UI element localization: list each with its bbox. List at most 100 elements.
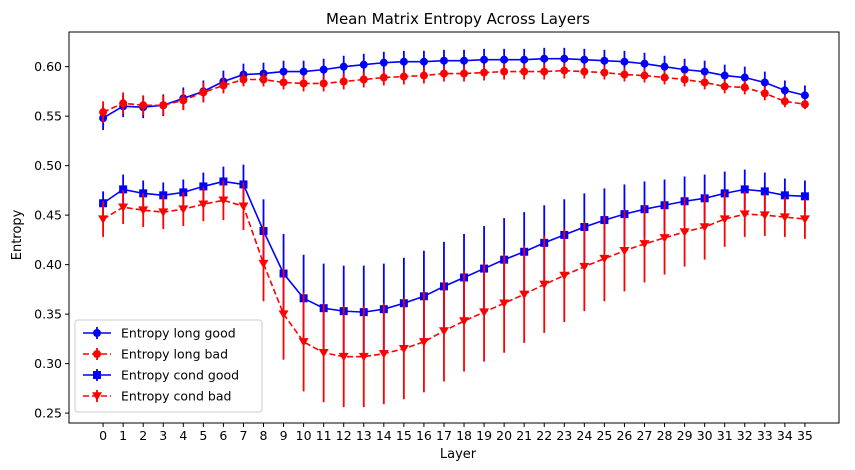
data-point: [338, 352, 349, 362]
x-tick-label: 24: [576, 428, 592, 443]
data-point: [179, 96, 188, 105]
data-point: [660, 73, 669, 82]
data-point: [439, 69, 448, 78]
series-line: [102, 199, 805, 358]
series-2: [99, 62, 809, 124]
x-tick-label: 8: [260, 428, 268, 443]
y-tick-label: 0.60: [34, 59, 62, 74]
data-point: [640, 59, 649, 68]
data-point: [619, 247, 630, 256]
x-tick-label: 7: [239, 428, 247, 443]
x-tick-label: 34: [777, 428, 793, 443]
data-point: [539, 280, 550, 290]
x-tick-label: 16: [416, 428, 432, 443]
data-point: [480, 68, 489, 77]
x-tick-label: 29: [677, 428, 693, 443]
data-point: [700, 67, 709, 76]
data-point: [780, 86, 789, 95]
legend-marker: [93, 350, 101, 358]
x-tick-label: 6: [219, 428, 227, 443]
data-point: [419, 71, 428, 80]
data-point: [159, 101, 168, 110]
x-tick-label: 0: [99, 428, 107, 443]
legend-label: Entropy long bad: [121, 347, 228, 362]
data-point: [500, 55, 509, 64]
series-line: [102, 180, 805, 313]
data-point: [780, 191, 789, 200]
series-4: [98, 180, 810, 408]
data-point: [98, 215, 109, 224]
data-point: [580, 67, 589, 76]
legend-label: Entropy cond bad: [121, 389, 231, 404]
y-tick-label: 0.50: [34, 158, 62, 173]
data-point: [579, 262, 590, 272]
data-point: [739, 210, 750, 219]
data-point: [339, 77, 348, 86]
x-tick-label: 9: [280, 428, 288, 443]
data-point: [740, 73, 749, 82]
data-point: [559, 271, 570, 281]
data-point: [419, 57, 428, 66]
data-point: [399, 72, 408, 81]
legend-label: Entropy long good: [121, 326, 236, 341]
y-tick-label: 0.45: [34, 208, 62, 223]
data-point: [399, 57, 408, 66]
data-point: [139, 101, 148, 110]
data-point: [158, 208, 169, 217]
data-point: [358, 352, 369, 362]
x-tick-label: 2: [139, 428, 147, 443]
y-tick-label: 0.25: [34, 406, 62, 421]
x-tick-label: 4: [179, 428, 187, 443]
data-point: [719, 215, 730, 224]
data-point: [540, 67, 549, 76]
data-point: [680, 75, 689, 84]
data-point: [319, 79, 328, 88]
x-tick-label: 32: [737, 428, 753, 443]
data-point: [339, 62, 348, 71]
data-point: [238, 202, 249, 211]
legend-entry-1: Entropy long good: [83, 326, 236, 341]
data-point: [639, 240, 650, 249]
data-point: [199, 182, 208, 191]
x-tick-label: 25: [596, 428, 612, 443]
data-point: [800, 192, 809, 201]
x-tick-label: 15: [396, 428, 412, 443]
x-tick-label: 30: [697, 428, 713, 443]
data-point: [379, 58, 388, 67]
x-tick-label: 14: [376, 428, 392, 443]
legend-box: [74, 319, 263, 413]
x-tick-label: 26: [616, 428, 632, 443]
legend-entry-3: Entropy cond good: [83, 368, 239, 383]
x-tick-label: 31: [717, 428, 733, 443]
data-point: [378, 349, 389, 359]
data-point: [438, 327, 449, 336]
legend-entry-2: Entropy long bad: [83, 347, 228, 362]
data-point: [800, 91, 809, 100]
legend-marker: [93, 371, 101, 379]
data-point: [580, 55, 589, 64]
data-point: [318, 348, 329, 358]
data-point: [620, 70, 629, 79]
y-tick-label: 0.30: [34, 356, 62, 371]
data-point: [740, 83, 749, 92]
data-point: [600, 68, 609, 77]
data-point: [599, 254, 610, 264]
data-point: [540, 54, 549, 63]
data-point: [720, 71, 729, 80]
data-point: [279, 67, 288, 76]
x-tick-label: 12: [336, 428, 352, 443]
data-point: [398, 345, 409, 354]
data-point: [680, 65, 689, 74]
legend-marker: [92, 392, 102, 401]
data-point: [259, 75, 268, 84]
data-point: [258, 259, 269, 269]
data-point: [499, 299, 510, 308]
y-tick-label: 0.35: [34, 307, 62, 322]
data-point: [640, 71, 649, 80]
data-point: [418, 338, 429, 347]
x-tick-label: 11: [316, 428, 332, 443]
legend-label: Entropy cond good: [121, 368, 239, 383]
data-point: [178, 205, 189, 214]
series-line: [102, 57, 806, 119]
data-point: [760, 187, 769, 196]
